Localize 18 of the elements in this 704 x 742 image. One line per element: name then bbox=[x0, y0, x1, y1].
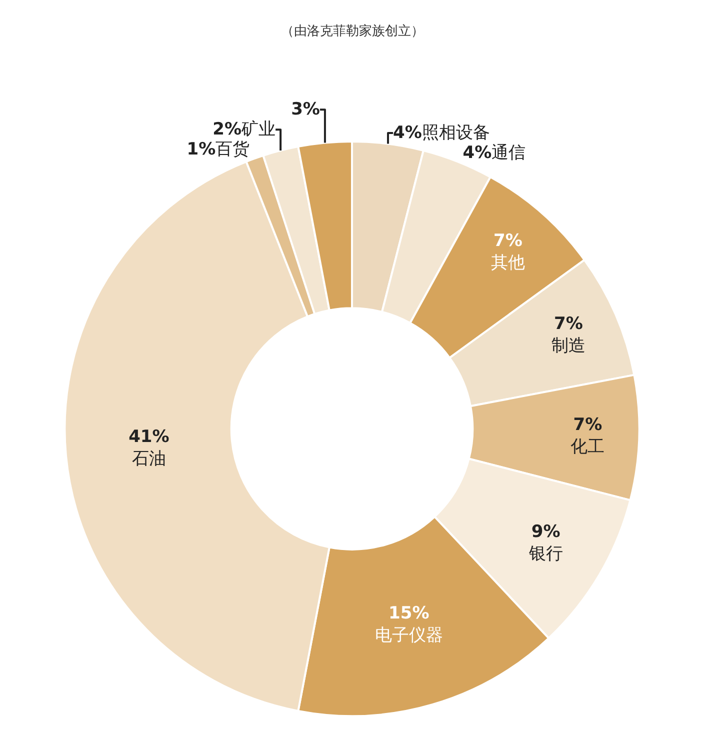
slice-label: 制造 bbox=[551, 336, 586, 356]
data-label: 1% bbox=[186, 140, 216, 160]
data-label: 3% bbox=[291, 100, 320, 120]
data-label: 4% bbox=[462, 143, 492, 164]
slice-label: 电子仪器 bbox=[374, 626, 443, 646]
data-label: 7% bbox=[554, 314, 583, 334]
slice-label: 银行 bbox=[528, 544, 563, 564]
data-label: 15% bbox=[388, 604, 430, 624]
data-label: 7% bbox=[494, 230, 522, 251]
data-label: 41% bbox=[128, 426, 170, 447]
data-label: 7% bbox=[573, 415, 602, 436]
data-label: 9% bbox=[531, 522, 560, 542]
data-label: 4% bbox=[393, 123, 422, 144]
data-label: 2% bbox=[212, 120, 242, 140]
slice-label: 石油 bbox=[132, 449, 166, 470]
slice-label: 化工 bbox=[570, 437, 605, 458]
slice-label: 其他 bbox=[490, 252, 525, 273]
text: （由洛克菲勒家族创立） bbox=[281, 23, 424, 39]
